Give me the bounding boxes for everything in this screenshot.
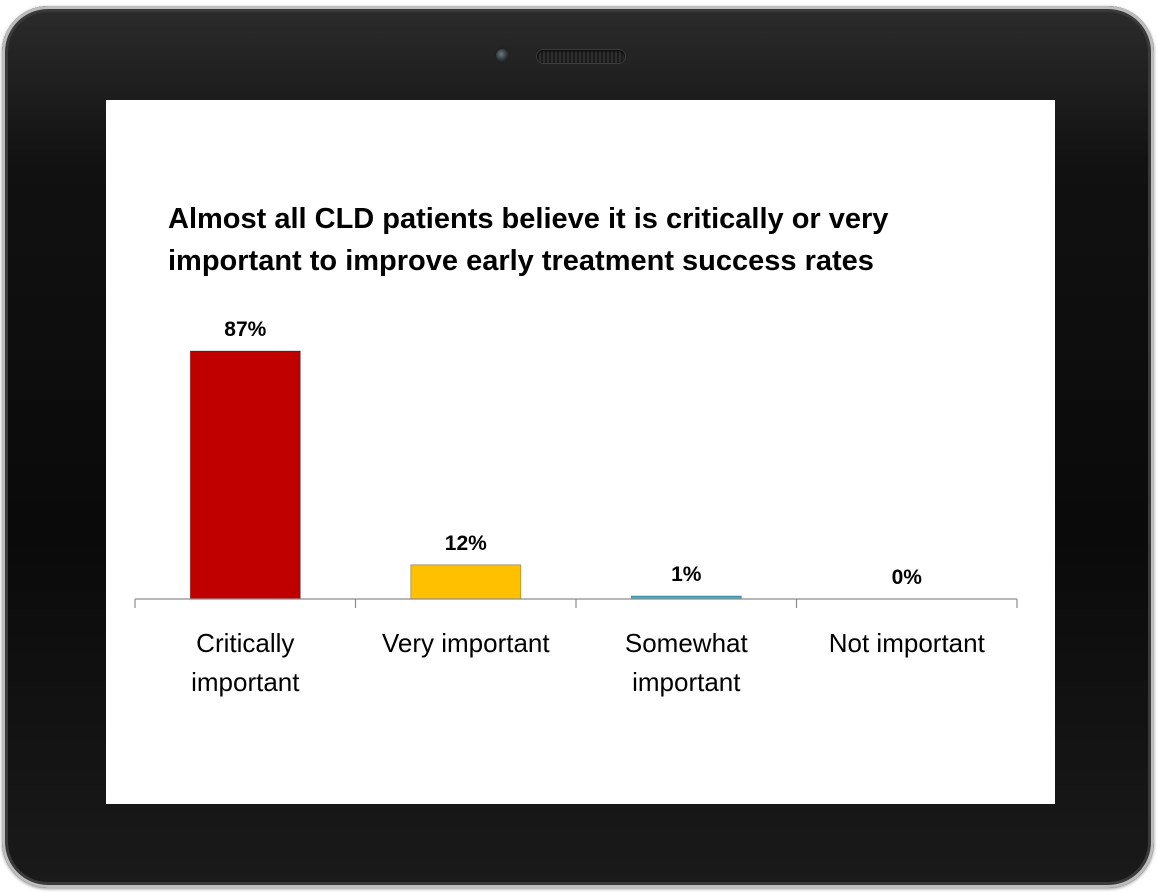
bar-value-label: 87% [224,318,266,341]
category-label: Critically important [191,628,300,697]
category-label: Very important [382,628,550,658]
speaker-grille [537,50,625,63]
tablet-frame: Almost all CLD patients believe it is cr… [2,6,1154,888]
bar-chart: 87% 12% 1% 0% Critically important Very import… [134,318,1018,697]
category-label: Not important [829,628,986,658]
camera-icon [496,49,509,62]
tablet-screen: Almost all CLD patients believe it is cr… [106,100,1055,804]
bar-value-label: 0% [892,566,923,589]
bar-0 [189,350,301,600]
category-label: Somewhat important [625,628,749,697]
bar-value-label: 1% [671,563,702,586]
bar-value-label: 12% [445,532,487,555]
bar-1 [410,564,522,600]
chart-title: Almost all CLD patients believe it is cr… [168,203,889,277]
